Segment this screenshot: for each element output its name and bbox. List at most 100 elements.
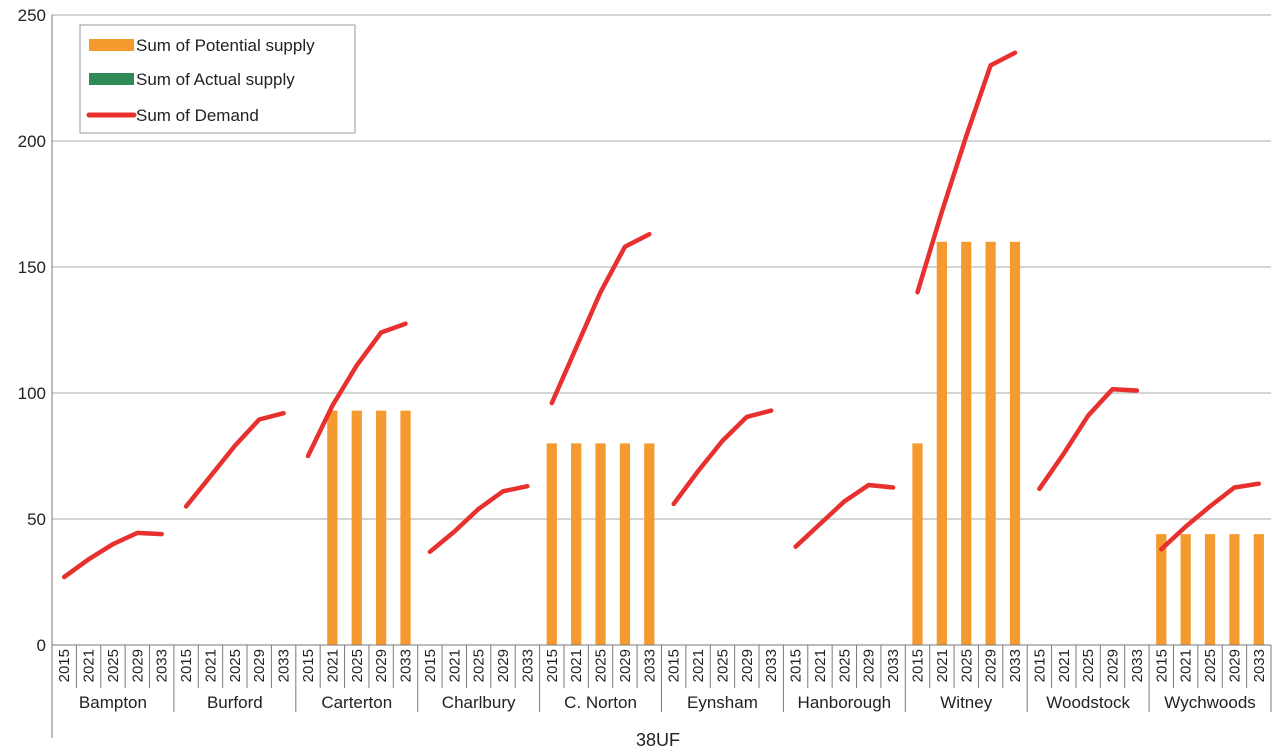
y-tick-label: 0	[37, 636, 46, 655]
demand-line	[915, 50, 1018, 295]
bar-potential-supply	[595, 443, 606, 645]
x-group-label: Wychwoods	[1164, 693, 1256, 712]
demand-line	[61, 530, 164, 580]
x-tick-label-year: 2033	[154, 649, 171, 682]
legend-swatch-potential-supply	[89, 39, 134, 51]
x-tick-label-year: 2025	[836, 649, 853, 682]
x-tick-label-year: 2021	[812, 649, 829, 682]
x-tick-label-year: 2021	[690, 649, 707, 682]
x-tick-label-year: 2033	[276, 649, 293, 682]
bar-potential-supply	[571, 443, 582, 645]
x-tick-label-year: 2025	[105, 649, 122, 682]
y-tick-label: 50	[27, 510, 46, 529]
x-tick-label-year: 2021	[1178, 649, 1195, 682]
x-group-label: Eynsham	[687, 693, 758, 712]
bar-potential-supply	[1253, 534, 1264, 645]
x-tick-label-year: 2029	[617, 649, 634, 682]
x-tick-label-year: 2033	[398, 649, 415, 682]
bar-potential-supply	[961, 241, 972, 646]
x-tick-label-year: 2029	[1226, 649, 1243, 682]
x-tick-label-year: 2021	[568, 649, 585, 682]
legend-label-potential-supply: Sum of Potential supply	[136, 36, 315, 55]
x-tick-label-year: 2015	[56, 649, 73, 682]
x-tick-label-year: 2015	[300, 649, 317, 682]
x-tick-label-year: 2015	[910, 649, 927, 682]
x-tick-label-year: 2025	[714, 649, 731, 682]
demand-line	[671, 408, 774, 507]
x-tick-label-year: 2025	[593, 649, 610, 682]
x-tick-label-year: 2015	[544, 649, 561, 682]
bar-potential-supply	[376, 410, 387, 645]
demand-line	[1037, 386, 1140, 492]
x-tick-label-year: 2033	[1007, 649, 1024, 682]
y-tick-label: 100	[18, 384, 46, 403]
y-tick-label: 200	[18, 132, 46, 151]
bar-potential-supply	[985, 241, 996, 646]
x-axis: 2015 2021 2025 2029 2033 Bampton 2015 2021 2025 2…	[51, 644, 1272, 738]
legend-label-demand: Sum of Demand	[136, 106, 259, 125]
demand-line	[305, 321, 408, 459]
x-tick-label-year: 2021	[81, 649, 98, 682]
bar-potential-supply	[400, 410, 411, 645]
x-tick-label-year: 2021	[324, 649, 341, 682]
x-tick-label-year: 2033	[1251, 649, 1268, 682]
bar-potential-supply	[912, 443, 923, 645]
x-group-label: Hanborough	[798, 693, 892, 712]
legend-label-actual-supply: Sum of Actual supply	[136, 70, 295, 89]
demand-line	[183, 410, 286, 509]
demand-line	[793, 482, 896, 549]
x-tick-label-year: 2025	[227, 649, 244, 682]
bar-potential-supply	[351, 410, 362, 645]
x-tick-label-year: 2029	[251, 649, 268, 682]
bar-potential-supply	[327, 410, 338, 645]
y-tick-label: 250	[18, 6, 46, 25]
x-tick-label-year: 2025	[471, 649, 488, 682]
x-tick-label-year: 2021	[934, 649, 951, 682]
x-group-label: C. Norton	[564, 693, 637, 712]
bar-potential-supply	[1204, 534, 1216, 645]
x-tick-label-year: 2029	[495, 649, 512, 682]
demand-lines	[61, 50, 1262, 580]
x-tick-label-year: 2029	[861, 649, 878, 682]
x-group-label: Woodstock	[1046, 693, 1130, 712]
bar-potential-supply	[936, 241, 947, 646]
x-tick-label-year: 2021	[203, 649, 220, 682]
legend: Sum of Potential supply Sum of Actual su…	[79, 24, 356, 134]
x-axis-label: 38UF	[636, 730, 680, 750]
x-tick-label-year: 2029	[983, 649, 1000, 682]
y-tick-label: 150	[18, 258, 46, 277]
legend-swatch-actual-supply	[89, 73, 134, 85]
bar-potential-supply	[1156, 534, 1167, 645]
bar-potential-supply	[619, 443, 631, 645]
x-tick-label-year: 2029	[739, 649, 756, 682]
x-tick-label-year: 2015	[422, 649, 439, 682]
demand-line	[549, 231, 652, 406]
x-tick-label-year: 2033	[763, 649, 780, 682]
bar-potential-supply	[644, 443, 655, 645]
bar-potential-supply	[1180, 534, 1191, 645]
x-group-label: Witney	[940, 693, 992, 712]
gridlines	[52, 14, 1271, 520]
x-group-label: Bampton	[79, 693, 147, 712]
x-tick-label-year: 2029	[1105, 649, 1122, 682]
demand-line	[427, 483, 530, 555]
x-group-label: Charlbury	[442, 693, 516, 712]
bar-potential-supply	[546, 443, 557, 645]
x-tick-label-year: 2029	[373, 649, 390, 682]
x-tick-label-year: 2015	[1031, 649, 1048, 682]
x-tick-label-year: 2029	[129, 649, 146, 682]
y-axis: 0 50 100 150 200 250	[18, 6, 53, 655]
x-group-label: Burford	[207, 693, 263, 712]
x-tick-label-year: 2015	[1153, 649, 1170, 682]
x-group-label: Carterton	[321, 693, 392, 712]
demand-line	[1159, 481, 1262, 552]
x-tick-label-year: 2021	[1056, 649, 1073, 682]
x-tick-label-year: 2021	[446, 649, 463, 682]
x-tick-label-year: 2033	[1129, 649, 1146, 682]
bar-potential-supply	[1229, 534, 1240, 645]
bar-potential-supply	[1009, 241, 1021, 646]
x-tick-label-year: 2033	[641, 649, 658, 682]
x-tick-label-year: 2033	[885, 649, 902, 682]
x-tick-label-year: 2033	[519, 649, 536, 682]
x-tick-label-year: 2025	[958, 649, 975, 682]
